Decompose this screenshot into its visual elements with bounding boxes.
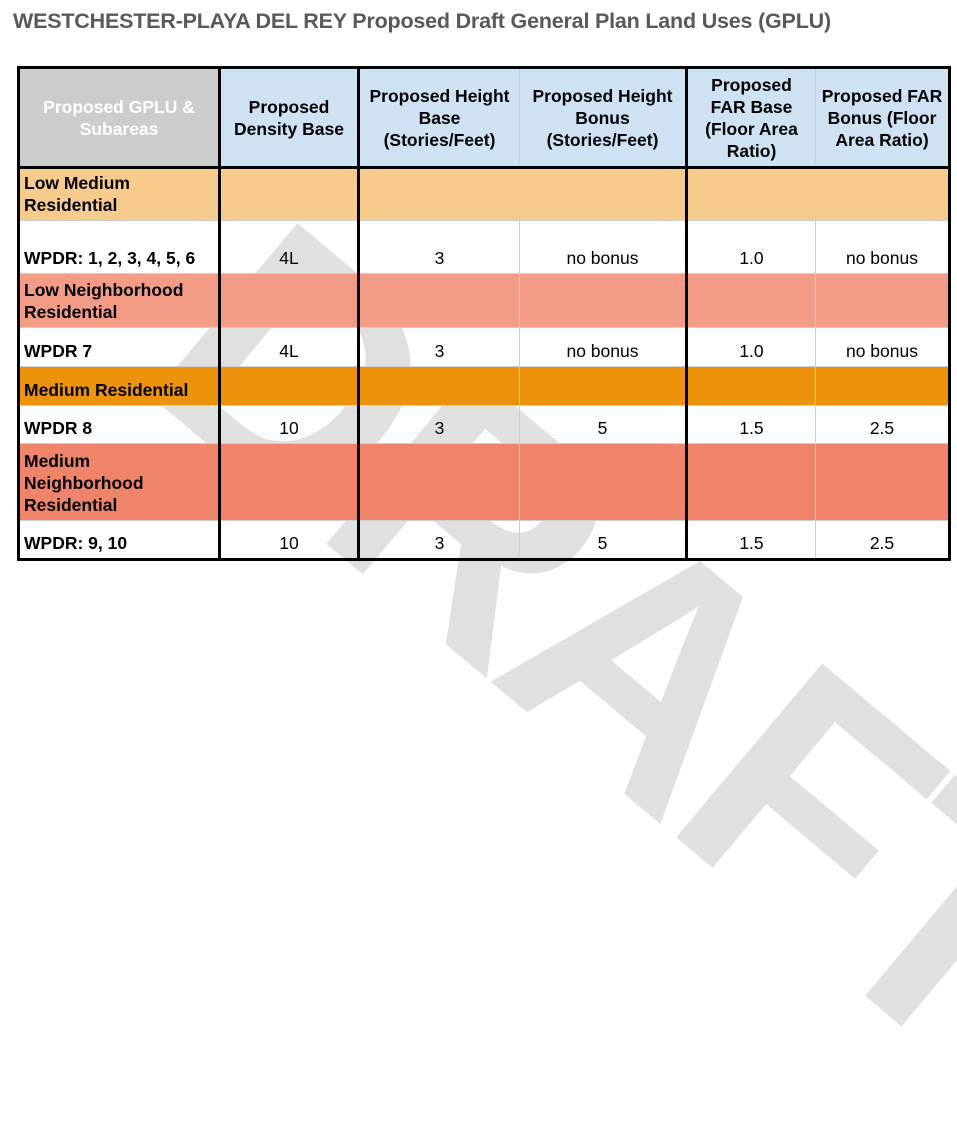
cell — [519, 167, 688, 221]
density-base-value: 10 — [219, 520, 360, 560]
cell — [358, 366, 520, 406]
cell — [686, 167, 816, 221]
page-title: WESTCHESTER-PLAYA DEL REY Proposed Draft… — [13, 9, 831, 33]
subarea-label: WPDR 8 — [18, 405, 221, 444]
subarea-label: WPDR 7 — [18, 327, 221, 367]
category-label: Medium Residential — [18, 366, 221, 406]
height-bonus-value: 5 — [519, 405, 688, 444]
category-label: Low Medium Residential — [18, 167, 221, 221]
cell — [219, 366, 360, 406]
header-far-base: Proposed FAR Base (Floor Area Ratio) — [686, 66, 816, 169]
far-base-value: 1.5 — [686, 520, 816, 560]
table-header-row: Proposed GPLU & Subareas Proposed Densit… — [18, 66, 950, 169]
cell — [219, 167, 360, 221]
table-row-category: Medium Neighborhood Residential — [18, 443, 950, 521]
cell — [815, 366, 950, 406]
height-base-value: 3 — [358, 327, 520, 367]
density-base-value: 4L — [219, 327, 360, 367]
height-base-value: 3 — [358, 405, 520, 444]
table-row-subarea: WPDR: 9, 10 10 3 5 1.5 2.5 — [18, 520, 950, 560]
cell — [815, 273, 950, 328]
height-bonus-value: 5 — [519, 520, 688, 560]
far-bonus-value: no bonus — [815, 327, 950, 367]
cell — [686, 366, 816, 406]
cell — [686, 273, 816, 328]
height-base-value: 3 — [358, 220, 520, 274]
cell — [358, 273, 520, 328]
density-base-value: 10 — [219, 405, 360, 444]
cell — [358, 167, 520, 221]
header-height-bonus: Proposed Height Bonus (Stories/Feet) — [519, 66, 688, 169]
table-row-category: Low Neighborhood Residential — [18, 273, 950, 328]
table-row-category: Low Medium Residential — [18, 167, 950, 221]
table-row-subarea: WPDR: 1, 2, 3, 4, 5, 6 4L 3 no bonus 1.0… — [18, 220, 950, 274]
far-bonus-value: no bonus — [815, 220, 950, 274]
far-base-value: 1.5 — [686, 405, 816, 444]
table-row-category: Medium Residential — [18, 366, 950, 406]
subarea-label: WPDR: 9, 10 — [18, 520, 221, 560]
cell — [219, 273, 360, 328]
header-far-bonus: Proposed FAR Bonus (Floor Area Ratio) — [815, 66, 950, 169]
cell — [519, 273, 688, 328]
gplu-table: Proposed GPLU & Subareas Proposed Densit… — [17, 66, 951, 561]
height-bonus-value: no bonus — [519, 220, 688, 274]
height-base-value: 3 — [358, 520, 520, 560]
subarea-label: WPDR: 1, 2, 3, 4, 5, 6 — [18, 220, 221, 274]
header-density-base: Proposed Density Base — [219, 66, 360, 169]
far-base-value: 1.0 — [686, 220, 816, 274]
table-row-subarea: WPDR 7 4L 3 no bonus 1.0 no bonus — [18, 327, 950, 367]
category-label: Medium Neighborhood Residential — [18, 443, 221, 521]
cell — [358, 443, 520, 521]
category-label: Low Neighborhood Residential — [18, 273, 221, 328]
height-bonus-value: no bonus — [519, 327, 688, 367]
header-height-base: Proposed Height Base (Stories/Feet) — [358, 66, 520, 169]
density-base-value: 4L — [219, 220, 360, 274]
cell — [815, 443, 950, 521]
cell — [519, 443, 688, 521]
cell — [815, 167, 950, 221]
cell — [686, 443, 816, 521]
far-bonus-value: 2.5 — [815, 520, 950, 560]
far-bonus-value: 2.5 — [815, 405, 950, 444]
far-base-value: 1.0 — [686, 327, 816, 367]
table-row-subarea: WPDR 8 10 3 5 1.5 2.5 — [18, 405, 950, 444]
header-gplu-subareas: Proposed GPLU & Subareas — [18, 66, 221, 169]
cell — [219, 443, 360, 521]
cell — [519, 366, 688, 406]
